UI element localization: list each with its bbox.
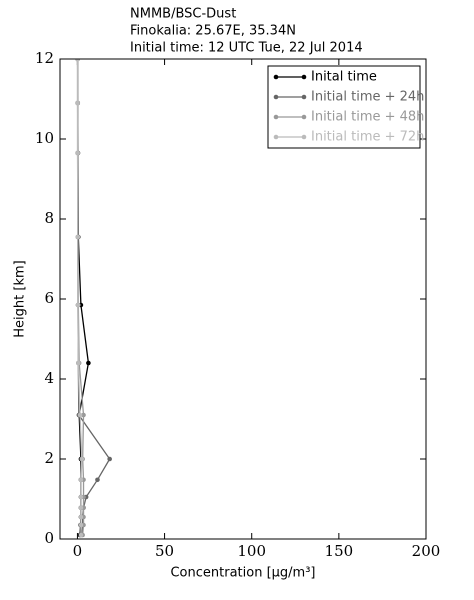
- series-marker: [95, 477, 100, 483]
- chart-title: NMMB/BSC-Dust: [130, 7, 236, 22]
- x-tick-label: 50: [155, 542, 174, 560]
- series-marker: [78, 522, 84, 528]
- series-marker: [75, 234, 81, 240]
- series-marker: [107, 456, 112, 462]
- x-tick-label: 100: [237, 542, 266, 560]
- legend-label: Initial time + 24h: [311, 90, 424, 105]
- series-marker: [78, 514, 84, 520]
- y-tick-label: 4: [44, 369, 54, 387]
- series-marker: [78, 477, 84, 483]
- plot-frame: [59, 58, 427, 540]
- legend-marker: [273, 114, 279, 120]
- plot-area: [75, 59, 112, 538]
- y-tick-label: 2: [44, 449, 54, 467]
- x-tick-label: 0: [73, 542, 83, 560]
- legend-marker: [301, 114, 307, 120]
- series-marker: [75, 100, 80, 106]
- legend-marker: [273, 74, 279, 80]
- legend-marker: [301, 94, 307, 100]
- legend-marker: [301, 134, 307, 140]
- series-marker: [86, 360, 91, 366]
- series-marker: [78, 494, 84, 500]
- x-axis-label: Concentration [μg/m³]: [170, 566, 315, 581]
- y-tick-label: 10: [35, 129, 54, 147]
- y-tick-label: 6: [44, 289, 54, 307]
- y-tick-label: 8: [44, 209, 54, 227]
- legend-label: Inital time: [311, 70, 377, 85]
- legend-box: [267, 65, 421, 149]
- legend-marker: [273, 94, 279, 100]
- chart-title: Finokalia: 25.67E, 35.34N: [130, 24, 296, 39]
- series-marker: [78, 505, 84, 511]
- series-marker: [81, 412, 86, 418]
- legend-marker: [273, 134, 279, 140]
- series-marker: [75, 59, 80, 62]
- chart-title: Initial time: 12 UTC Tue, 22 Jul 2014: [130, 41, 363, 56]
- series-marker: [77, 412, 83, 418]
- legend-label: Initial time + 72h: [311, 130, 424, 145]
- series-marker: [75, 150, 80, 156]
- series-marker: [79, 456, 85, 462]
- y-tick-label: 12: [35, 49, 54, 67]
- legend-marker: [301, 74, 307, 80]
- x-tick-label: 200: [412, 542, 441, 560]
- y-tick-label: 0: [44, 529, 54, 547]
- y-axis-label: Height [km]: [13, 260, 28, 337]
- series-marker: [78, 532, 84, 538]
- series-marker: [76, 360, 81, 366]
- x-tick-label: 150: [325, 542, 354, 560]
- legend: Inital time Initial time + 24h Initial tim…: [267, 65, 424, 149]
- series-marker: [75, 302, 81, 308]
- legend-label: Initial time + 48h: [311, 110, 424, 125]
